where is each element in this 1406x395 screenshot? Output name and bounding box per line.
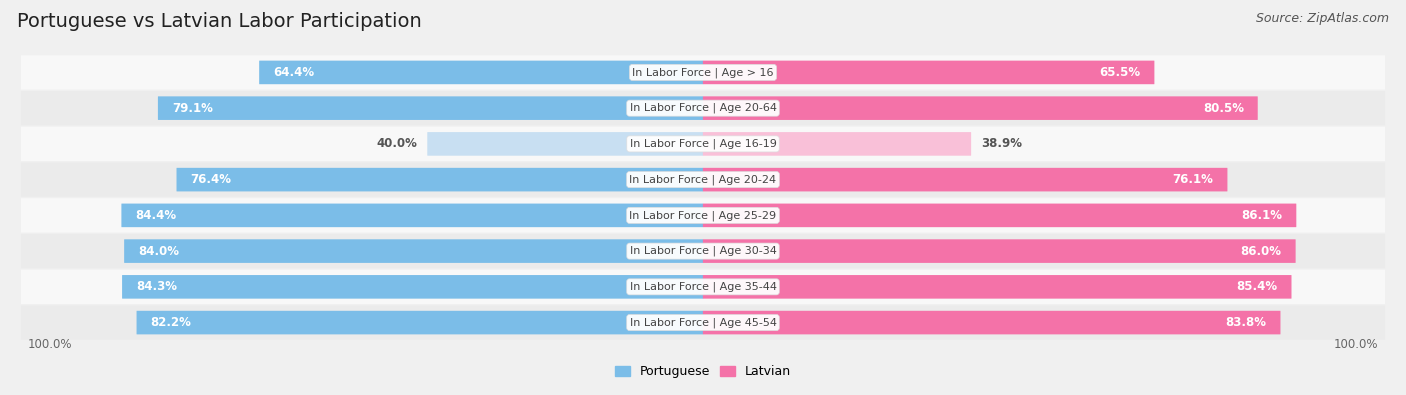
FancyBboxPatch shape [21, 270, 1385, 304]
Text: Portuguese vs Latvian Labor Participation: Portuguese vs Latvian Labor Participatio… [17, 12, 422, 31]
Text: In Labor Force | Age > 16: In Labor Force | Age > 16 [633, 67, 773, 78]
Text: In Labor Force | Age 25-29: In Labor Force | Age 25-29 [630, 210, 776, 221]
Text: In Labor Force | Age 45-54: In Labor Force | Age 45-54 [630, 317, 776, 328]
Text: 100.0%: 100.0% [1334, 338, 1378, 351]
FancyBboxPatch shape [21, 234, 1385, 268]
FancyBboxPatch shape [703, 132, 972, 156]
FancyBboxPatch shape [21, 162, 1385, 197]
Text: 86.1%: 86.1% [1241, 209, 1282, 222]
Text: 84.0%: 84.0% [138, 245, 179, 258]
Text: In Labor Force | Age 20-24: In Labor Force | Age 20-24 [630, 174, 776, 185]
Text: 82.2%: 82.2% [150, 316, 191, 329]
FancyBboxPatch shape [703, 168, 1227, 192]
Text: In Labor Force | Age 30-34: In Labor Force | Age 30-34 [630, 246, 776, 256]
FancyBboxPatch shape [703, 275, 1292, 299]
Text: In Labor Force | Age 20-64: In Labor Force | Age 20-64 [630, 103, 776, 113]
Text: In Labor Force | Age 35-44: In Labor Force | Age 35-44 [630, 282, 776, 292]
FancyBboxPatch shape [136, 311, 703, 335]
Legend: Portuguese, Latvian: Portuguese, Latvian [610, 360, 796, 384]
FancyBboxPatch shape [157, 96, 703, 120]
Text: 65.5%: 65.5% [1099, 66, 1140, 79]
FancyBboxPatch shape [21, 198, 1385, 233]
FancyBboxPatch shape [121, 203, 703, 227]
Text: 38.9%: 38.9% [981, 137, 1022, 150]
FancyBboxPatch shape [703, 96, 1258, 120]
FancyBboxPatch shape [703, 203, 1296, 227]
Text: 83.8%: 83.8% [1226, 316, 1267, 329]
FancyBboxPatch shape [703, 239, 1295, 263]
FancyBboxPatch shape [427, 132, 703, 156]
FancyBboxPatch shape [259, 60, 703, 84]
Text: 84.3%: 84.3% [136, 280, 177, 293]
FancyBboxPatch shape [703, 60, 1154, 84]
Text: 86.0%: 86.0% [1240, 245, 1282, 258]
FancyBboxPatch shape [703, 311, 1281, 335]
Text: 79.1%: 79.1% [172, 102, 212, 115]
Text: Source: ZipAtlas.com: Source: ZipAtlas.com [1256, 12, 1389, 25]
Text: In Labor Force | Age 16-19: In Labor Force | Age 16-19 [630, 139, 776, 149]
FancyBboxPatch shape [124, 239, 703, 263]
Text: 100.0%: 100.0% [28, 338, 72, 351]
Text: 85.4%: 85.4% [1236, 280, 1278, 293]
Text: 64.4%: 64.4% [273, 66, 314, 79]
FancyBboxPatch shape [21, 55, 1385, 90]
FancyBboxPatch shape [177, 168, 703, 192]
FancyBboxPatch shape [122, 275, 703, 299]
Text: 80.5%: 80.5% [1202, 102, 1244, 115]
FancyBboxPatch shape [21, 305, 1385, 340]
Text: 76.1%: 76.1% [1173, 173, 1213, 186]
Text: 40.0%: 40.0% [377, 137, 418, 150]
FancyBboxPatch shape [21, 127, 1385, 161]
Text: 84.4%: 84.4% [135, 209, 176, 222]
FancyBboxPatch shape [21, 91, 1385, 125]
Text: 76.4%: 76.4% [190, 173, 232, 186]
